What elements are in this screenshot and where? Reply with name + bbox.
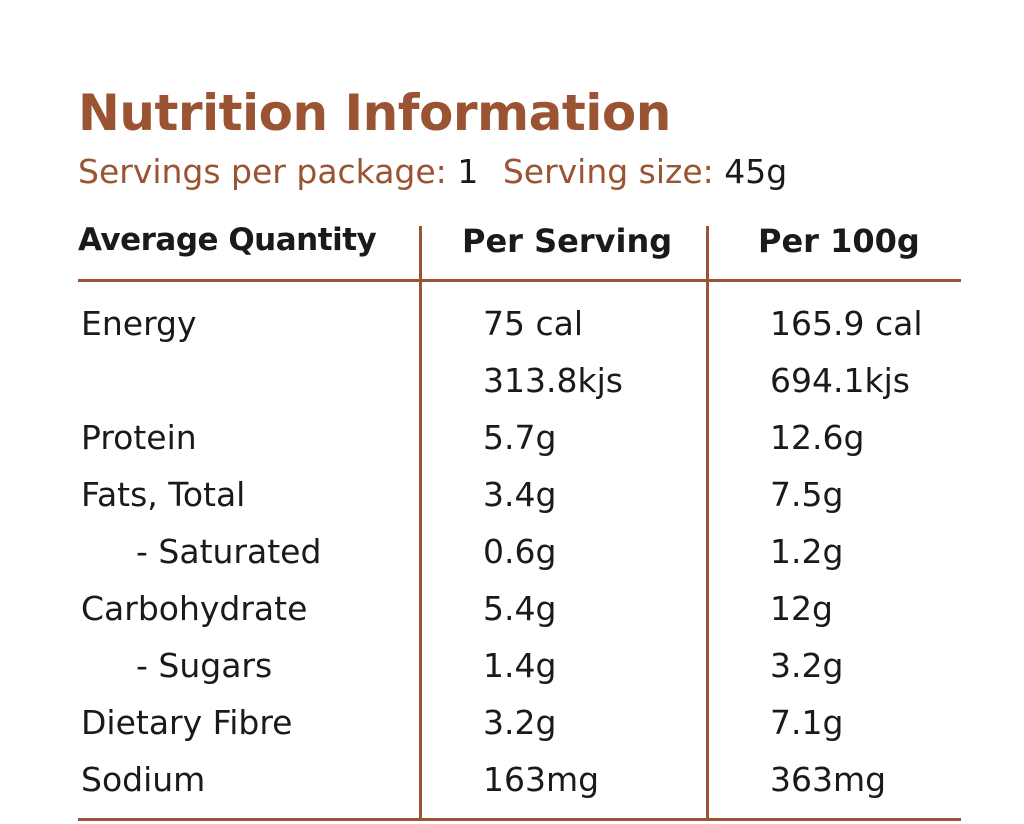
servings-per-package-label: Servings per package: <box>78 152 447 191</box>
row-sodium-label: Sodium <box>81 760 206 799</box>
row-energy-per-100g: 165.9 cal <box>770 304 923 343</box>
header-per-100g: Per 100g <box>758 222 920 260</box>
row-sodium-per-100g: 363mg <box>770 760 887 799</box>
row-protein-per-100g: 12.6g <box>770 418 865 457</box>
column-divider-1 <box>419 226 422 819</box>
row-energy-kj-per-serving: 313.8kjs <box>483 361 623 400</box>
row-carbohydrate-per-100g: 12g <box>770 589 833 628</box>
row-fibre-per-serving: 3.2g <box>483 703 557 742</box>
row-fats-per-100g: 7.5g <box>770 475 844 514</box>
row-fibre-per-100g: 7.1g <box>770 703 844 742</box>
row-saturated-per-100g: 1.2g <box>770 532 844 571</box>
row-sugars-per-serving: 1.4g <box>483 646 557 685</box>
row-fats-per-serving: 3.4g <box>483 475 557 514</box>
row-carbohydrate-per-serving: 5.4g <box>483 589 557 628</box>
row-sugars-label: - Sugars <box>136 646 273 685</box>
row-fats-label: Fats, Total <box>81 475 246 514</box>
row-protein-per-serving: 5.7g <box>483 418 557 457</box>
row-saturated-per-serving: 0.6g <box>483 532 557 571</box>
header-per-serving: Per Serving <box>462 222 673 260</box>
row-energy-per-serving: 75 cal <box>483 304 584 343</box>
row-energy-label: Energy <box>81 304 197 343</box>
serving-size-value: 45g <box>724 152 788 191</box>
nutrition-title: Nutrition Information <box>78 84 671 142</box>
row-protein-label: Protein <box>81 418 197 457</box>
servings-line: Servings per package: 1 Serving size: 45… <box>78 152 787 191</box>
row-saturated-label: - Saturated <box>136 532 322 571</box>
row-carbohydrate-label: Carbohydrate <box>81 589 308 628</box>
header-average-quantity: Average Quantity <box>78 222 377 258</box>
row-energy-kj-per-100g: 694.1kjs <box>770 361 910 400</box>
row-sodium-per-serving: 163mg <box>483 760 600 799</box>
serving-size-label: Serving size: <box>502 152 714 191</box>
column-divider-2 <box>706 226 709 819</box>
row-sugars-per-100g: 3.2g <box>770 646 844 685</box>
bottom-divider <box>78 818 961 821</box>
row-fibre-label: Dietary Fibre <box>81 703 293 742</box>
servings-per-package-value: 1 <box>457 152 479 191</box>
header-divider <box>78 279 961 282</box>
